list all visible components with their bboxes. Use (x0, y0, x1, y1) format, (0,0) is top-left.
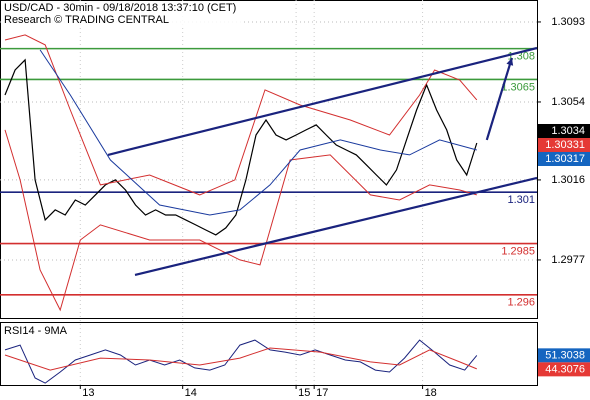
price-box (538, 137, 590, 152)
x-tick-label: 18 (425, 387, 437, 399)
indicator-line (39, 49, 477, 216)
price-box-label: 1.3034 (551, 125, 585, 137)
price-box-label: 1.30331 (545, 139, 585, 151)
channel-line (134, 176, 538, 276)
x-tick-label: 15 (298, 387, 310, 399)
level-label: 1.3065 (501, 81, 535, 93)
y-tick-label: 1.3054 (551, 96, 585, 108)
price-panel (0, 0, 538, 319)
price-box-label: 1.30317 (545, 153, 585, 165)
indicator-line (4, 129, 477, 312)
arrow-head (506, 57, 514, 66)
price-box (538, 123, 590, 138)
price-line (4, 58, 478, 236)
rsi-line (4, 347, 477, 371)
price-box-label: 51.3038 (545, 349, 585, 361)
price-box (538, 348, 590, 363)
price-box (538, 362, 590, 377)
channel-line (107, 46, 538, 156)
header-bg (1, 1, 241, 27)
chart-title: USD/CAD - 30min - 09/18/2018 13:37:10 (C… (4, 2, 236, 14)
level-label: 1.301 (507, 194, 535, 206)
y-tick-label: 1.2977 (551, 254, 585, 266)
price-box-label: 44.3076 (545, 363, 585, 375)
rsi-line (4, 339, 478, 384)
level-label: 1.296 (507, 297, 535, 309)
level-label: 1.2985 (501, 245, 535, 257)
y-tick-label: 1.3016 (551, 174, 585, 186)
x-tick-label: 14 (185, 387, 197, 399)
rsi-panel (0, 322, 538, 386)
x-tick-label: 17 (316, 387, 328, 399)
indicator-line (4, 34, 478, 196)
x-tick-label: 13 (82, 387, 94, 399)
rsi-title: RSI14 - 9MA (4, 325, 68, 337)
chart-subtitle: Research © TRADING CENTRAL (4, 14, 169, 26)
y-tick-label: 1.3093 (551, 16, 585, 28)
forecast-arrow (485, 57, 513, 141)
price-box (538, 151, 590, 166)
